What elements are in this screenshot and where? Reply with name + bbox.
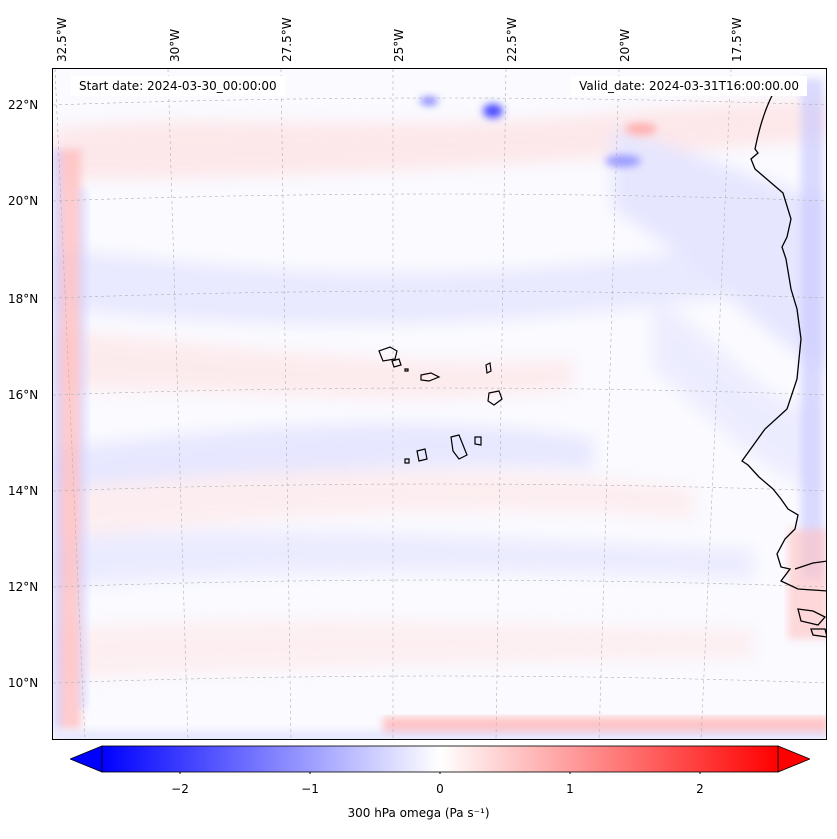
meridian-gridline (167, 69, 189, 739)
ascent-band (53, 229, 826, 325)
descent-band (53, 329, 573, 398)
latitude-label: 10°N (8, 676, 39, 690)
island-sao-vicente (391, 358, 402, 368)
descent-cell (625, 123, 657, 135)
longitude-label: 32.5°W (55, 17, 69, 62)
longitude-label: 17.5°W (730, 17, 744, 62)
latitude-label: 18°N (8, 292, 39, 306)
boundary-ascent-right (801, 79, 823, 579)
ascent-band (53, 530, 753, 589)
island-maio (474, 436, 482, 446)
descent-band (53, 470, 693, 539)
latitude-label: 22°N (8, 98, 39, 112)
island-boa-vista (487, 390, 503, 406)
meridian-gridline (280, 69, 292, 739)
parallel-gridline (53, 97, 826, 106)
latitude-label: 14°N (8, 484, 39, 498)
latitude-label: 16°N (8, 388, 39, 402)
ascent-cell (483, 104, 503, 118)
colorbar (68, 744, 812, 774)
island-fogo (416, 448, 428, 462)
colorbar-extend-left (68, 745, 103, 773)
colorbar-tick-label: 1 (566, 782, 574, 796)
meridian-gridline (54, 69, 86, 739)
boundary-descent-left (59, 149, 81, 729)
map-frame (52, 68, 827, 740)
parallel-gridline (53, 675, 826, 684)
omega-field (53, 79, 826, 739)
boundary-ascent-left (79, 189, 87, 709)
parallel-gridline (53, 387, 826, 396)
coastal-islands (797, 608, 826, 626)
latitude-label: 12°N (8, 580, 39, 594)
meridian-gridline (495, 69, 507, 739)
coastlines (741, 84, 826, 638)
colorbar-body (101, 745, 779, 773)
africa-coastline (741, 84, 826, 592)
gridlines (53, 69, 826, 739)
colorbar-tickmarks (179, 772, 701, 774)
ascent-band (613, 129, 826, 369)
colorbar-tick-label: −1 (301, 782, 319, 796)
island-santiago (450, 434, 468, 460)
ascent-cell (605, 155, 641, 167)
coastal-islands (810, 628, 826, 638)
meridian-gridline (700, 69, 732, 739)
colorbar-extend-right (777, 745, 812, 773)
meridian-gridline (598, 69, 620, 739)
parallel-gridline (53, 579, 826, 588)
boundary-descent-right (788, 529, 826, 639)
colorbar-tick-label: −2 (171, 782, 189, 796)
descent-band (53, 99, 826, 179)
omega-map (53, 69, 826, 739)
island-sal (485, 362, 492, 374)
island-santo-antao (378, 346, 398, 362)
parallel-gridline (53, 193, 826, 202)
latitude-label: 20°N (8, 194, 39, 208)
parallel-gridline (53, 483, 826, 492)
ascent-band (653, 299, 813, 489)
africa-coastline (794, 560, 826, 570)
boundary-ascent-bottom (53, 731, 826, 739)
parallel-gridline (53, 290, 826, 299)
colorbar-label: 300 hPa omega (Pa s⁻¹) (347, 806, 490, 820)
longitude-label: 20°W (618, 28, 632, 62)
longitude-label: 25°W (392, 28, 406, 62)
island-sao-nicolau (420, 372, 441, 382)
colorbar-tick-label: 2 (696, 782, 704, 796)
cape-verde-islands (378, 346, 503, 464)
colorbar-tick-label: 0 (436, 782, 444, 796)
longitude-label: 22.5°W (505, 17, 519, 62)
descent-band (53, 620, 753, 679)
boundary-ascent-left (53, 149, 61, 729)
ascent-cell (420, 97, 438, 105)
island-brava (404, 458, 410, 464)
longitude-label: 27.5°W (280, 17, 294, 62)
boundary-descent-bottom (383, 717, 826, 733)
valid-date-label: Valid_date: 2024-03-31T16:00:00.00 (571, 76, 807, 96)
longitude-label: 30°W (168, 28, 182, 62)
island-santa-luzia (404, 368, 409, 372)
start-date-label: Start date: 2024-03-30_00:00:00 (71, 76, 285, 96)
colorbar-svg (68, 745, 812, 774)
